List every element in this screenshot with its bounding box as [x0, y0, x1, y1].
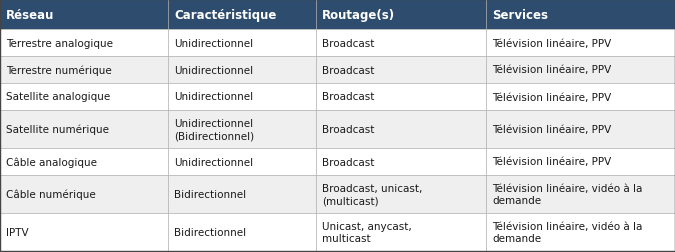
Text: Bidirectionnel: Bidirectionnel: [174, 189, 246, 199]
Text: Satellite numérique: Satellite numérique: [6, 124, 109, 135]
Bar: [316, 148, 486, 175]
Text: Unidirectionnel
(Bidirectionnel): Unidirectionnel (Bidirectionnel): [174, 118, 254, 141]
Text: Terrestre numérique: Terrestre numérique: [6, 65, 112, 75]
Text: Télévision linéaire, PPV: Télévision linéaire, PPV: [492, 92, 612, 102]
Text: Bidirectionnel: Bidirectionnel: [174, 227, 246, 237]
Bar: [0, 84, 168, 111]
Text: Unidirectionnel: Unidirectionnel: [174, 65, 253, 75]
Bar: [168, 30, 316, 57]
Text: Satellite analogique: Satellite analogique: [6, 92, 110, 102]
Bar: [168, 175, 316, 213]
Bar: [0, 111, 168, 148]
Text: Unicast, anycast,
multicast: Unicast, anycast, multicast: [322, 221, 412, 243]
Text: Télévision linéaire, PPV: Télévision linéaire, PPV: [492, 157, 612, 167]
Text: Broadcast: Broadcast: [322, 38, 375, 48]
Text: Broadcast: Broadcast: [322, 92, 375, 102]
Text: IPTV: IPTV: [6, 227, 28, 237]
Bar: [316, 84, 486, 111]
Bar: [316, 213, 486, 251]
Text: Réseau: Réseau: [6, 9, 55, 21]
Bar: [0, 213, 168, 251]
Bar: [486, 175, 675, 213]
Bar: [168, 111, 316, 148]
Bar: [0, 175, 168, 213]
Bar: [0, 0, 168, 30]
Text: Unidirectionnel: Unidirectionnel: [174, 92, 253, 102]
Bar: [316, 57, 486, 84]
Text: Routage(s): Routage(s): [322, 9, 395, 21]
Text: Caractéristique: Caractéristique: [174, 9, 276, 21]
Text: Télévision linéaire, vidéo à la
demande: Télévision linéaire, vidéo à la demande: [492, 183, 643, 205]
Text: Unidirectionnel: Unidirectionnel: [174, 157, 253, 167]
Text: Broadcast: Broadcast: [322, 65, 375, 75]
Text: Unidirectionnel: Unidirectionnel: [174, 38, 253, 48]
Text: Câble numérique: Câble numérique: [6, 189, 96, 200]
Bar: [168, 0, 316, 30]
Text: Câble analogique: Câble analogique: [6, 157, 97, 167]
Text: Broadcast: Broadcast: [322, 157, 375, 167]
Bar: [486, 57, 675, 84]
Bar: [316, 111, 486, 148]
Bar: [316, 0, 486, 30]
Bar: [486, 111, 675, 148]
Text: Services: Services: [492, 9, 548, 21]
Bar: [316, 175, 486, 213]
Bar: [316, 30, 486, 57]
Bar: [168, 213, 316, 251]
Bar: [168, 148, 316, 175]
Text: Broadcast, unicast,
(multicast): Broadcast, unicast, (multicast): [322, 183, 423, 205]
Bar: [168, 57, 316, 84]
Text: Télévision linéaire, vidéo à la
demande: Télévision linéaire, vidéo à la demande: [492, 221, 643, 243]
Bar: [0, 30, 168, 57]
Text: Terrestre analogique: Terrestre analogique: [6, 38, 113, 48]
Bar: [486, 148, 675, 175]
Text: Télévision linéaire, PPV: Télévision linéaire, PPV: [492, 65, 612, 75]
Bar: [486, 30, 675, 57]
Text: Télévision linéaire, PPV: Télévision linéaire, PPV: [492, 38, 612, 48]
Bar: [486, 84, 675, 111]
Bar: [0, 148, 168, 175]
Bar: [0, 57, 168, 84]
Bar: [486, 213, 675, 251]
Text: Télévision linéaire, PPV: Télévision linéaire, PPV: [492, 124, 612, 135]
Bar: [168, 84, 316, 111]
Text: Broadcast: Broadcast: [322, 124, 375, 135]
Bar: [486, 0, 675, 30]
